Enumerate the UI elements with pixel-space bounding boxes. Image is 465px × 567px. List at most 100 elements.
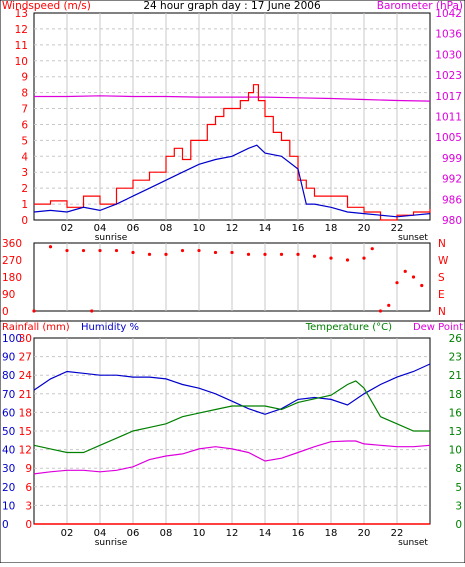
wind-direction-point bbox=[420, 283, 424, 288]
wind-direction-point bbox=[81, 248, 86, 253]
x-tick-label: 18 bbox=[325, 223, 338, 234]
barometer-tick: 1005 bbox=[435, 132, 462, 144]
windspeed-tick: 8 bbox=[21, 88, 28, 100]
temperature-tick: 3 bbox=[455, 500, 462, 512]
rainfall-tick: 18 bbox=[19, 407, 32, 419]
barometer-tick: 986 bbox=[442, 194, 462, 206]
top-chart-title: 24 hour graph day : 17 June 2006 bbox=[143, 0, 321, 12]
bottom-grid bbox=[34, 338, 430, 524]
humidity-tick: 10 bbox=[2, 500, 15, 512]
barometer-axis-label: Barometer (hPa) bbox=[377, 0, 463, 12]
temperature-tick: 8 bbox=[455, 463, 462, 475]
direction-tick: 270 bbox=[2, 255, 22, 267]
wind-direction-point bbox=[279, 252, 284, 256]
wind-direction-point bbox=[230, 250, 234, 255]
direction-tick: 90 bbox=[2, 289, 15, 301]
wind-direction-point bbox=[362, 256, 366, 260]
wind-direction-point bbox=[263, 252, 267, 256]
x-tick-label: 16 bbox=[292, 223, 305, 234]
humidity-tick: 100 bbox=[2, 333, 22, 345]
humidity-tick: 50 bbox=[2, 426, 15, 438]
humidity-tick: 70 bbox=[2, 389, 15, 401]
wind-direction-point bbox=[32, 309, 36, 313]
windspeed-tick: 2 bbox=[21, 183, 28, 195]
windspeed-tick: 1 bbox=[21, 199, 28, 211]
x-tick-label: 20 bbox=[358, 223, 371, 234]
barometer-tick: 1042 bbox=[435, 8, 462, 20]
x-tick-label: 08 bbox=[160, 223, 173, 234]
dewpoint-axis-label: Dew Point bbox=[413, 322, 463, 333]
rainfall-tick: 9 bbox=[25, 463, 32, 475]
rainfall-tick: 24 bbox=[19, 370, 33, 382]
rainfall-tick: 12 bbox=[19, 445, 32, 457]
temperature-tick: 26 bbox=[449, 333, 463, 345]
temperature-line bbox=[33, 380, 430, 454]
x-tick-label: 04 bbox=[94, 223, 107, 234]
humidity-tick: 0 bbox=[2, 519, 9, 531]
wind-direction-point bbox=[197, 248, 201, 253]
humidity-tick: 80 bbox=[2, 370, 15, 382]
x-tick-label: 20 bbox=[358, 528, 371, 539]
mid-grid bbox=[66, 243, 398, 311]
windspeed-tick: 10 bbox=[15, 56, 28, 68]
direction-tick: 180 bbox=[2, 272, 22, 284]
barometer-tick: 1023 bbox=[435, 70, 462, 82]
windspeed-tick: 0 bbox=[21, 215, 28, 227]
top-sunrise-label: sunrise bbox=[95, 233, 128, 243]
wind-direction-point bbox=[147, 252, 152, 256]
wind-direction-point bbox=[246, 252, 251, 256]
x-tick-label: 22 bbox=[391, 528, 404, 539]
windspeed-axis-label: Windspeed (m/s) bbox=[2, 0, 91, 12]
humidity-tick: 40 bbox=[2, 445, 15, 457]
wind-direction-point bbox=[180, 248, 185, 253]
temperature-tick: 21 bbox=[449, 370, 462, 382]
wind-direction-point bbox=[403, 269, 407, 273]
windspeed-tick: 11 bbox=[15, 40, 28, 52]
rainfall-tick: 27 bbox=[19, 352, 32, 364]
barometer-line bbox=[34, 95, 431, 102]
windspeed-tick: 5 bbox=[21, 135, 28, 147]
windspeed-tick: 13 bbox=[15, 8, 28, 20]
wind-direction-point bbox=[98, 248, 102, 253]
temperature-axis-label: Temperature (°C) bbox=[305, 322, 392, 333]
x-tick-label: 02 bbox=[61, 528, 74, 539]
bottom-x-axis: 02 04 06 08 10 12 14 16 18 20 22 bbox=[61, 528, 404, 539]
bottom-series bbox=[33, 363, 431, 525]
direction-tick: 0 bbox=[2, 306, 9, 318]
wind-direction-point bbox=[48, 245, 53, 249]
temperature-ticks: 26 23 21 18 16 13 10 8 5 3 0 bbox=[449, 333, 463, 531]
wind-direction-point bbox=[65, 248, 69, 253]
barometer-tick: 992 bbox=[442, 174, 462, 186]
temperature-tick: 23 bbox=[449, 352, 462, 364]
rainfall-tick: 21 bbox=[19, 389, 32, 401]
rainfall-tick: 3 bbox=[25, 500, 32, 512]
barometer-tick: 1030 bbox=[435, 49, 462, 61]
barometer-tick: 1017 bbox=[435, 91, 462, 103]
x-tick-label: 12 bbox=[226, 223, 239, 234]
compass-tick: W bbox=[438, 255, 449, 267]
compass-tick: E bbox=[438, 289, 445, 301]
x-tick-label: 14 bbox=[259, 223, 272, 234]
x-tick-label: 16 bbox=[292, 528, 305, 539]
barometer-ticks: 1042 1036 1030 1023 1017 1011 1005 999 992 986 980 bbox=[435, 8, 462, 227]
wind-direction-point bbox=[387, 303, 391, 307]
wind-direction-point bbox=[345, 258, 350, 262]
wind-direction-point bbox=[312, 254, 317, 258]
mid-series bbox=[32, 245, 424, 313]
humidity-tick: 30 bbox=[2, 463, 15, 475]
x-tick-label: 02 bbox=[61, 223, 74, 234]
x-tick-label: 04 bbox=[94, 528, 107, 539]
x-tick-label: 06 bbox=[127, 223, 140, 234]
windspeed-line bbox=[34, 84, 431, 221]
humidity-tick: 20 bbox=[2, 482, 15, 494]
wind-direction-point bbox=[90, 309, 94, 313]
direction-degree-ticks: 360 270 180 90 0 bbox=[2, 238, 22, 318]
temperature-tick: 18 bbox=[449, 389, 462, 401]
temperature-tick: 16 bbox=[449, 407, 463, 419]
rainfall-tick: 15 bbox=[19, 426, 32, 438]
barometer-tick: 999 bbox=[442, 153, 462, 165]
windspeed-tick: 6 bbox=[21, 119, 28, 131]
x-tick-label: 06 bbox=[127, 528, 140, 539]
